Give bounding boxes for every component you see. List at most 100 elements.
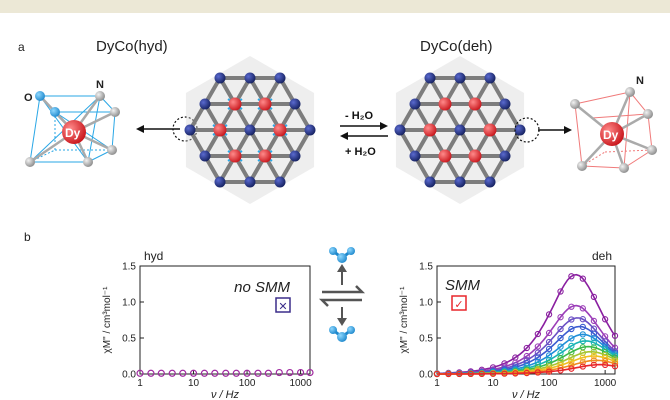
data-point (568, 325, 575, 333)
oxygen-atom (50, 107, 60, 117)
data-point (568, 303, 575, 310)
data-point (222, 369, 230, 377)
x-axis-label: ν / Hz (211, 389, 240, 400)
x-tick-label: 1 (434, 378, 440, 389)
data-point (579, 359, 586, 366)
nitrogen-atom (25, 157, 35, 167)
cobalt-atom (484, 72, 496, 84)
x-tick-label: 100 (239, 378, 256, 389)
cobalt-atom (424, 72, 436, 84)
data-point (568, 365, 575, 372)
y-tick-label: 1.0 (122, 298, 136, 309)
nitrogen-atom (95, 91, 105, 101)
y-axis-label: χM" / cm³mol⁻¹ (102, 286, 113, 354)
data-point (501, 370, 508, 377)
data-point (568, 342, 575, 350)
data-point (579, 331, 586, 338)
deh-polyhedron: Dy N (570, 75, 657, 173)
data-point (445, 370, 452, 378)
rehydrate-label: + H₂O (345, 146, 376, 158)
data-point (568, 316, 575, 323)
cobalt-atom (454, 176, 466, 188)
data-point (590, 357, 598, 364)
data-point (601, 316, 609, 323)
data-point (590, 317, 598, 325)
data-point (568, 335, 575, 342)
data-point (523, 352, 530, 360)
data-point (467, 370, 474, 378)
cobalt-atom (409, 98, 421, 110)
cobalt-atom (394, 124, 406, 136)
cobalt-atom (274, 72, 286, 84)
data-point (601, 357, 609, 365)
chart-hyd: 0.0 0.5 1.0 1.5 1 10 100 1000 ν / Hz χM" / cm³mol… (102, 249, 314, 400)
data-point (568, 354, 575, 361)
cobalt-atom (409, 150, 421, 162)
data-point (579, 337, 586, 345)
smm-box (451, 295, 467, 311)
nitrogen-atom (570, 99, 580, 109)
data-point (489, 370, 497, 377)
data-point (590, 344, 598, 351)
n-label-right: N (636, 75, 644, 87)
data-point (590, 352, 598, 360)
x-axis-label: ν / Hz (512, 389, 541, 400)
dysprosium-atom (228, 149, 242, 163)
cobalt-atom (244, 176, 256, 188)
data-point (590, 348, 598, 355)
cobalt-atom (454, 72, 466, 84)
check-icon: ✓ (454, 299, 463, 311)
data-point (200, 369, 209, 377)
data-point (243, 369, 251, 377)
nitrogen-atom (577, 161, 587, 171)
dysprosium-atom (273, 123, 287, 137)
zoom-arrow-right (514, 117, 572, 143)
cobalt-atom (199, 150, 211, 162)
data-point (601, 361, 609, 369)
cobalt-atom (244, 72, 256, 84)
data-point (545, 356, 553, 364)
x-tick-label: 1 (137, 378, 143, 389)
data-point (557, 343, 564, 350)
data-point (568, 273, 575, 280)
data-point (534, 369, 541, 376)
data-point (557, 334, 564, 342)
x-tick-label: 1000 (594, 378, 617, 389)
dysprosium-atom (600, 122, 624, 146)
dysprosium-atom (483, 123, 497, 137)
water-exchange-icon (318, 247, 366, 342)
no-smm-box (275, 297, 291, 313)
data-point (523, 344, 530, 352)
data-point (433, 370, 441, 378)
data-point (590, 330, 598, 337)
nitrogen-atom (107, 145, 117, 155)
data-point (211, 369, 219, 377)
dy-label-left: Dy (65, 126, 81, 140)
y-tick-label: 0.0 (122, 370, 136, 381)
oxygen-atom (35, 91, 45, 101)
cobalt-atom (454, 124, 466, 136)
data-point (189, 369, 198, 377)
nitrogen-atom (83, 157, 93, 167)
data-point (590, 361, 598, 369)
title-deh: DyCo(deh) (420, 38, 493, 55)
panel-label-a: a (18, 40, 25, 54)
dysprosium-atom (468, 97, 482, 111)
nitrogen-atom (619, 163, 629, 173)
dehydration-arrows: - H₂O + H₂O (340, 110, 388, 158)
dy-label-right: Dy (603, 128, 619, 142)
nitrogen-atom (643, 109, 653, 119)
data-point (579, 275, 586, 282)
data-point (611, 332, 619, 339)
data-point (590, 335, 598, 342)
dysprosium-atom (228, 97, 242, 111)
data-point (456, 370, 463, 378)
data-point (286, 368, 294, 377)
deh-framework (394, 56, 526, 204)
dysprosium-atom (62, 120, 86, 144)
dysprosium-atom (468, 149, 482, 163)
data-point (157, 369, 165, 377)
data-point (579, 316, 586, 323)
no-smm-label: no SMM (234, 279, 290, 296)
plot-frame (139, 265, 311, 375)
